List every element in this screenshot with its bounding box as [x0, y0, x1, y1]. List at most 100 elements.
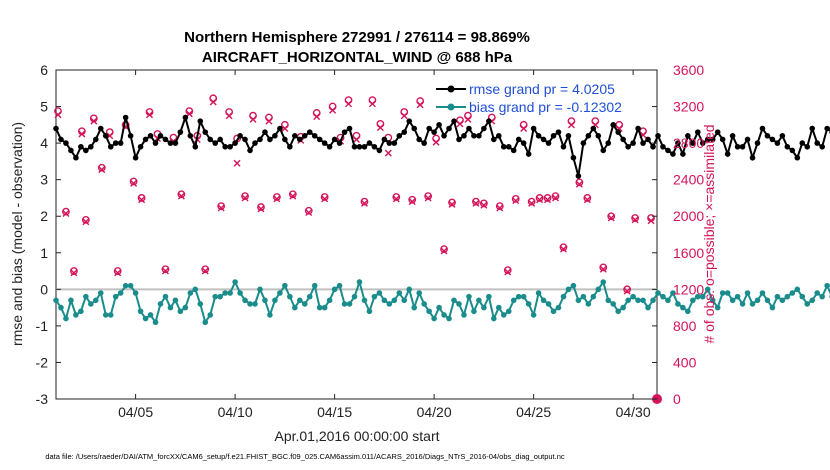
- bias-point: [625, 297, 631, 304]
- rmse-point: [356, 143, 363, 150]
- rmse-point: [774, 140, 781, 146]
- y-tick-label: -1: [36, 318, 49, 334]
- obs-assimilated-point: [408, 198, 416, 206]
- rmse-point: [436, 122, 442, 128]
- obs-assimilated-point: [281, 124, 289, 132]
- bias-point: [391, 297, 398, 304]
- bias-point: [187, 290, 194, 296]
- rmse-point: [734, 143, 741, 150]
- obs-assimilated-point: [313, 113, 321, 121]
- bias-point: [277, 290, 283, 296]
- bias-point: [685, 308, 691, 315]
- obs-assimilated-point: [512, 197, 520, 205]
- rmse-point: [292, 133, 298, 139]
- rmse-point: [267, 136, 273, 143]
- rmse-point: [88, 143, 94, 150]
- obs-possible-point: [511, 194, 520, 203]
- x-tick-label: 04/25: [516, 404, 551, 420]
- rmse-point: [167, 140, 174, 146]
- bias-point: [799, 293, 806, 300]
- obs-assimilated-point: [130, 179, 138, 187]
- rmse-point: [137, 143, 144, 150]
- rmse-point: [391, 140, 398, 146]
- obs-assimilated-point: [400, 112, 408, 120]
- obs-possible-point: [575, 178, 584, 187]
- rmse-point: [724, 151, 731, 157]
- obs-possible-point: [161, 265, 170, 274]
- y-tick-label: -3: [36, 391, 49, 407]
- rmse-point: [162, 136, 169, 143]
- bias-point: [734, 293, 741, 300]
- obs-assimilated-point: [305, 209, 313, 217]
- bias-point: [595, 286, 602, 293]
- chart-title-line2: AIRCRAFT_HORIZONTAL_WIND @ 688 hPa: [202, 49, 513, 66]
- rmse-point: [381, 136, 388, 143]
- bias-point: [694, 293, 701, 300]
- obs-assimilated-point: [114, 269, 122, 277]
- x-tick-label: 04/05: [118, 404, 153, 420]
- obs-possible-point: [113, 267, 122, 275]
- rmse-point: [495, 133, 502, 139]
- bias-point: [486, 293, 492, 300]
- bias-point: [381, 297, 388, 304]
- obs-possible-point: [551, 192, 560, 201]
- bias-point: [326, 297, 333, 304]
- obs-assimilated-point: [496, 204, 504, 212]
- bias-point: [396, 290, 403, 296]
- rmse-point: [819, 143, 825, 150]
- obs-possible-point: [559, 243, 568, 252]
- bias-point: [371, 293, 378, 300]
- obs-possible-point: [97, 163, 106, 172]
- obs-assimilated-point: [376, 124, 384, 132]
- obs-possible-point: [81, 215, 90, 224]
- rmse-point: [605, 140, 612, 146]
- rmse-point: [247, 147, 253, 154]
- obs-assimilated-point: [432, 138, 440, 146]
- obs-assimilated-point: [424, 194, 432, 202]
- rmse-point: [749, 154, 756, 161]
- bias-point: [764, 297, 771, 304]
- rmse-point: [83, 147, 89, 154]
- rmse-point: [794, 154, 801, 161]
- bias-point: [207, 312, 214, 318]
- rmse-point: [122, 114, 129, 121]
- obs-possible-point: [472, 197, 480, 206]
- bias-point: [411, 304, 418, 311]
- obs-assimilated-point: [82, 218, 90, 226]
- rmse-point: [580, 140, 587, 146]
- rmse-point: [416, 136, 422, 143]
- rmse-point: [610, 122, 617, 128]
- obs-assimilated-point: [567, 121, 575, 129]
- obs-possible-point: [217, 202, 226, 211]
- obs-assimilated-point: [552, 194, 560, 202]
- rmse-point: [510, 147, 517, 154]
- rmse-point: [545, 140, 552, 146]
- bias-point: [769, 304, 776, 311]
- bias-point: [660, 293, 666, 300]
- x-axis-label: Apr.01,2016 00:00:00 start: [274, 428, 439, 444]
- bias-point: [655, 290, 661, 296]
- obs-assimilated-point: [631, 216, 639, 224]
- bias-point: [630, 293, 636, 300]
- rmse-point: [277, 125, 283, 132]
- obs-possible-point: [62, 207, 70, 216]
- bias-point: [296, 297, 303, 304]
- rmse-point: [505, 143, 512, 150]
- rmse-point: [431, 129, 437, 135]
- rmse-point: [361, 143, 368, 150]
- rmse-point: [311, 133, 318, 139]
- bias-point: [237, 290, 243, 296]
- bias-point: [132, 290, 139, 296]
- bias-point: [292, 304, 298, 311]
- rmse-point: [73, 154, 79, 161]
- bias-point: [316, 304, 323, 311]
- obs-assimilated-point: [289, 192, 297, 200]
- y-axis-right-label: # of obs: o=possible; ×=assimilated: [701, 124, 717, 343]
- bias-point: [520, 293, 527, 300]
- obs-assimilated-point: [472, 199, 480, 207]
- rmse-point: [570, 154, 577, 161]
- rmse-point: [520, 140, 527, 146]
- obs-assimilated-point: [177, 192, 185, 200]
- obs-possible-point: [320, 193, 329, 201]
- obs-possible-point: [257, 203, 265, 211]
